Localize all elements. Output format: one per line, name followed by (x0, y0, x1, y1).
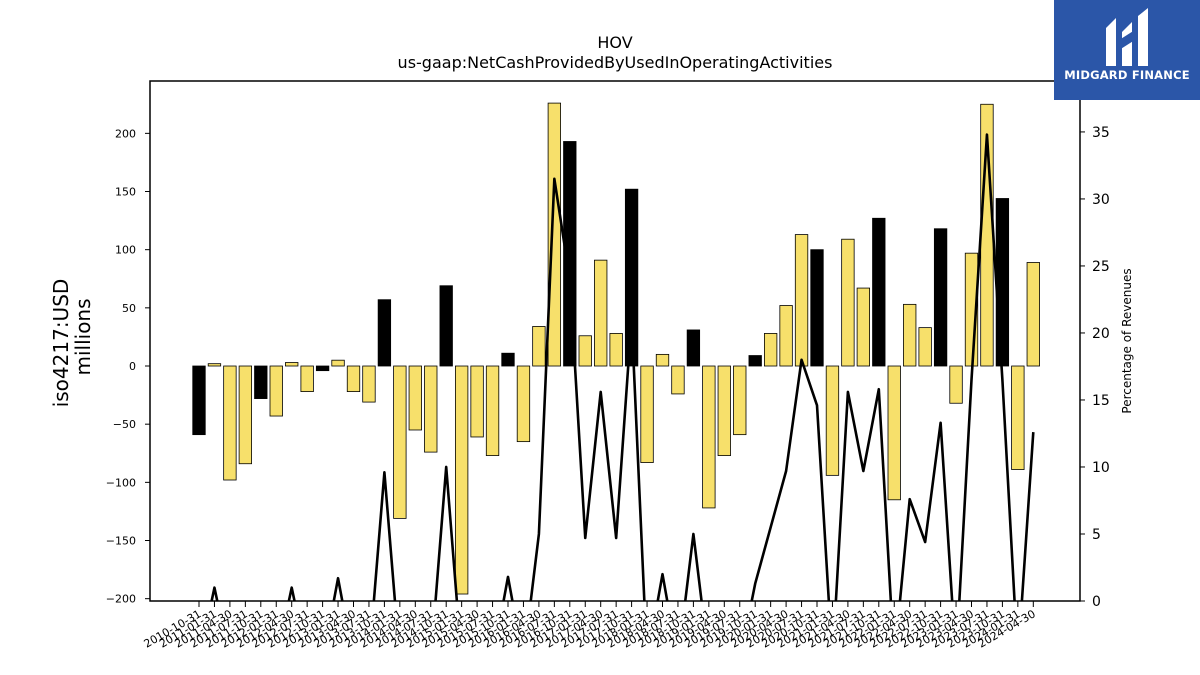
bar (733, 365, 747, 436)
bar (285, 362, 299, 367)
logo-mark-icon (1106, 8, 1148, 66)
y-tick-label: −200 (106, 593, 136, 606)
bar (686, 329, 701, 367)
bar (640, 365, 654, 463)
y2-tick-label: 25 (1092, 259, 1110, 275)
bar (624, 188, 639, 367)
line-layer (210, 133, 1035, 601)
plot-frame (149, 80, 1081, 602)
bar (300, 365, 314, 393)
y2-tick-label: 15 (1092, 393, 1110, 409)
bar (1026, 262, 1040, 367)
chart-subtitle: us-gaap:NetCashProvidedByUsedInOperating… (397, 53, 833, 72)
bar (346, 365, 361, 393)
bar (856, 287, 870, 367)
axes-layer: −200 −150 −100 −50 0 50 100 150 200 0 5 10 15 20 25 30 3… (106, 125, 1110, 651)
y2-axis-label: Percentage of Revenues (1120, 268, 1134, 413)
bar (547, 102, 561, 367)
bar (439, 285, 453, 367)
bar (779, 305, 793, 367)
bar (331, 359, 345, 367)
bar (238, 365, 253, 465)
bar (424, 365, 438, 453)
bar (995, 198, 1010, 367)
bar (470, 365, 484, 438)
y2-tick-label: 5 (1092, 527, 1101, 543)
bar (377, 299, 392, 367)
bar (269, 365, 283, 417)
y2-tick-label: 35 (1092, 125, 1110, 141)
bar (393, 365, 407, 519)
bar (949, 365, 963, 404)
bar (1011, 365, 1025, 470)
bar (825, 365, 840, 476)
bar (254, 365, 268, 399)
bar (578, 335, 592, 367)
y-tick-label: −50 (113, 418, 136, 431)
y-tick-label: 100 (115, 244, 136, 257)
y-tick-label: 50 (122, 302, 136, 315)
bar (655, 353, 670, 367)
y-tick-label: 0 (129, 360, 136, 373)
bar (717, 365, 731, 456)
y2-tick-label: 0 (1092, 594, 1101, 610)
bar (872, 217, 886, 367)
y-axis-label: iso4217:USD (49, 279, 73, 408)
bar (532, 326, 546, 367)
bar (841, 238, 855, 367)
logo: MIDGARD FINANCE (1054, 0, 1200, 100)
bar (223, 365, 237, 481)
bar (810, 249, 824, 367)
chart-title: HOV (597, 33, 633, 52)
y-tick-label: 150 (115, 186, 136, 199)
logo-text: MIDGARD FINANCE (1064, 68, 1190, 82)
bar (362, 365, 376, 403)
bar (794, 234, 809, 367)
y-tick-label: 200 (115, 127, 136, 140)
bar (501, 352, 515, 367)
y-axis-label-units: millions (71, 298, 95, 375)
bar (933, 228, 948, 367)
bar (408, 365, 422, 431)
y-tick-label: −100 (106, 476, 136, 489)
y2-tick-label: 30 (1092, 192, 1110, 208)
bar (748, 355, 762, 367)
y2-tick-label: 20 (1092, 326, 1110, 342)
bar (207, 363, 222, 367)
series-line (210, 133, 1035, 601)
bar (594, 259, 608, 367)
bar (918, 327, 932, 367)
y2-tick-label: 10 (1092, 460, 1110, 476)
bars-layer (192, 102, 1040, 595)
bar (903, 303, 917, 367)
bar (454, 365, 469, 595)
bar (192, 365, 206, 436)
bar (702, 365, 716, 509)
bar (516, 365, 531, 443)
bar (671, 365, 685, 395)
bar (887, 365, 901, 501)
bar (609, 333, 623, 367)
y-tick-label: −150 (106, 535, 136, 548)
bar (764, 333, 778, 367)
bar (315, 365, 330, 372)
bar (485, 365, 500, 456)
